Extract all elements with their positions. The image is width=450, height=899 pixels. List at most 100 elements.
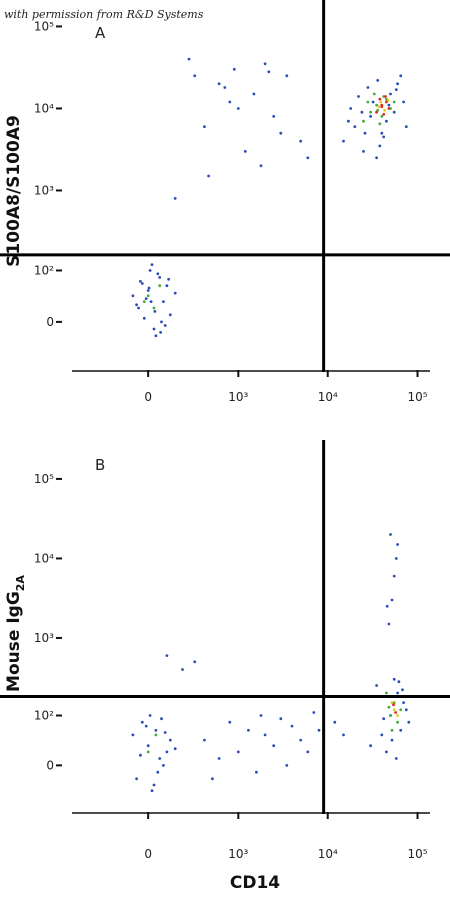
event-dot	[290, 724, 294, 728]
event-dot	[394, 557, 398, 560]
event-dot	[363, 131, 367, 135]
event-dot	[193, 74, 197, 78]
event-dot	[396, 691, 399, 695]
event-dot	[165, 654, 169, 657]
event-dot	[272, 744, 276, 748]
x-tick-label: 10³	[228, 390, 248, 404]
event-dot	[306, 750, 310, 754]
event-dot	[279, 131, 283, 135]
event-dot	[392, 110, 396, 114]
event-dot	[385, 604, 389, 608]
event-dot	[168, 738, 172, 742]
event-dot	[146, 744, 150, 748]
event-dot	[371, 100, 375, 104]
event-dot	[167, 277, 171, 281]
event-dot	[156, 272, 160, 276]
event-dot	[150, 789, 154, 793]
event-dot	[168, 313, 172, 317]
event-dot	[146, 750, 150, 754]
event-dot	[152, 306, 156, 310]
event-dot	[159, 331, 163, 334]
event-dot	[392, 708, 396, 712]
event-dot	[376, 79, 380, 82]
event-dot	[407, 720, 411, 724]
event-dot	[375, 110, 378, 114]
event-dot	[236, 107, 240, 110]
event-dot	[390, 728, 394, 732]
event-dot	[158, 276, 162, 279]
event-dot	[285, 764, 289, 767]
y-tick-label: 10³	[34, 631, 54, 645]
y-tick-label: 10⁴	[34, 551, 54, 565]
event-dot	[369, 110, 372, 114]
event-dot	[150, 263, 154, 266]
event-dot	[385, 100, 388, 104]
event-dot	[173, 197, 177, 200]
event-dot	[279, 717, 283, 721]
event-dot	[392, 677, 396, 681]
event-dot	[396, 543, 399, 546]
event-dot	[390, 598, 394, 602]
event-dot	[387, 705, 391, 709]
event-dot	[154, 733, 158, 737]
event-dot	[379, 100, 383, 104]
event-dot	[394, 711, 397, 714]
event-dot	[387, 107, 391, 110]
event-dot	[385, 691, 388, 695]
event-dot	[148, 269, 152, 272]
event-dot	[397, 680, 401, 684]
event-dot	[389, 533, 392, 536]
event-dot	[154, 334, 158, 338]
event-dot	[272, 115, 276, 118]
event-dot	[263, 62, 267, 66]
event-dot	[392, 100, 396, 104]
event-dot	[162, 300, 165, 303]
event-dot	[372, 92, 376, 96]
event-dot	[285, 74, 289, 78]
event-dot	[162, 764, 165, 767]
x-tick-label: 10⁵	[407, 390, 427, 404]
event-dot	[392, 574, 396, 578]
event-dot	[263, 733, 267, 737]
event-dot	[399, 74, 403, 78]
event-dot	[362, 119, 365, 123]
event-dot	[152, 327, 156, 331]
event-dot	[149, 300, 153, 303]
x-tick-label: 10³	[228, 847, 248, 861]
event-dot	[342, 733, 345, 737]
y-axis-label-main: S100A8/S100A9	[4, 115, 24, 267]
event-dot	[137, 306, 140, 310]
event-dot	[396, 82, 399, 86]
event-dot	[139, 753, 142, 757]
event-dot	[353, 125, 357, 129]
event-dot	[153, 310, 157, 313]
event-dot	[401, 688, 404, 692]
event-dot	[140, 720, 144, 724]
y-tick-label: 10⁵	[34, 19, 54, 33]
event-dot	[380, 131, 384, 135]
event-dot	[382, 135, 386, 139]
event-dot	[366, 86, 370, 89]
x-tick-label: 10⁴	[318, 847, 338, 861]
event-dot	[306, 156, 310, 160]
event-dot	[389, 714, 392, 717]
panel-label: B	[95, 456, 105, 474]
event-dot	[135, 777, 139, 781]
event-dot	[387, 622, 391, 626]
event-dot	[139, 280, 142, 283]
event-dot	[154, 728, 158, 732]
event-dot	[399, 708, 403, 712]
event-dot	[228, 100, 232, 104]
event-dot	[158, 757, 162, 760]
y-tick-label: 10⁴	[34, 101, 54, 115]
event-dot	[259, 714, 263, 717]
event-dot	[384, 95, 387, 98]
event-dot	[267, 70, 271, 74]
watermark: with permission from R&D Systems	[4, 8, 204, 21]
event-dot	[217, 82, 221, 86]
y-axis-label: Mouse IgG2A	[4, 575, 27, 692]
event-dot	[399, 728, 403, 732]
y-tick-label: 10²	[34, 263, 54, 277]
event-dot	[382, 112, 386, 116]
